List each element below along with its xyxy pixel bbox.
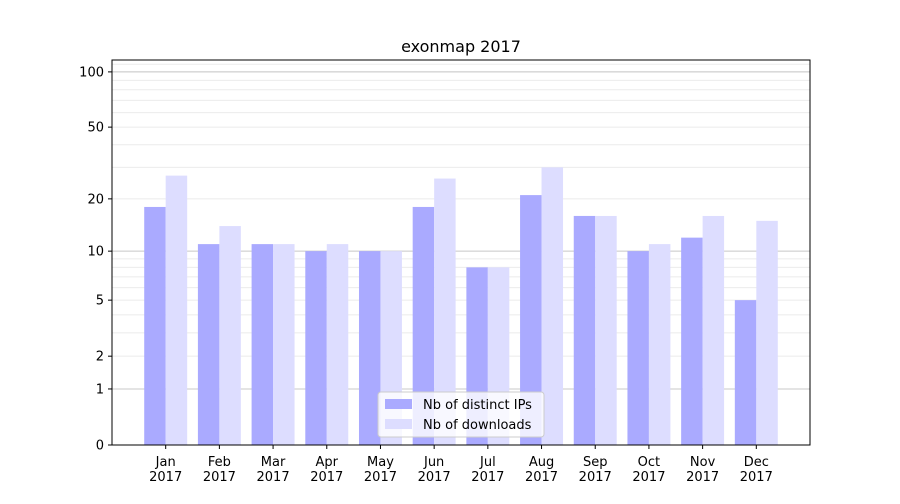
bar-downloads-3 xyxy=(326,244,349,445)
bar-ips-1 xyxy=(197,244,220,445)
bar-ips-8 xyxy=(573,215,596,445)
y-tick-label: 0 xyxy=(96,439,104,454)
axes-frame xyxy=(111,59,811,446)
bar-downloads-5 xyxy=(434,178,456,446)
bar-ips-9 xyxy=(627,251,649,445)
legend-swatch xyxy=(385,399,412,409)
x-tick-label: 2017 xyxy=(418,470,451,485)
bar-downloads-10 xyxy=(702,215,725,445)
x-tick-label: Apr xyxy=(316,455,339,470)
y-tick-label: 20 xyxy=(87,192,104,207)
x-tick-label: Oct xyxy=(638,455,660,470)
bar-ips-0 xyxy=(144,206,166,445)
y-tick-label: 5 xyxy=(96,294,104,309)
x-tick-label: Nov xyxy=(690,455,716,470)
y-tick-label: 50 xyxy=(87,121,104,136)
x-tick-label: 2017 xyxy=(632,470,665,485)
bar-ips-4 xyxy=(358,251,381,445)
x-tick-label: 2017 xyxy=(740,470,773,485)
x-tick-label: 2017 xyxy=(310,470,343,485)
bar-ips-5 xyxy=(412,206,435,445)
x-tick-label: 2017 xyxy=(525,470,558,485)
legend-swatch xyxy=(385,419,412,429)
x-tick-label: 2017 xyxy=(203,470,236,485)
legend-label: Nb of downloads xyxy=(423,418,532,433)
bar-downloads-0 xyxy=(165,175,188,445)
bar-ips-3 xyxy=(305,251,327,445)
bar-downloads-11 xyxy=(756,220,778,445)
legend-label: Nb of distinct IPs xyxy=(423,398,532,413)
x-tick-label: Jun xyxy=(423,455,444,470)
bar-downloads-2 xyxy=(273,244,295,445)
x-tick-label: Feb xyxy=(208,455,231,470)
x-tick-label: Sep xyxy=(583,455,608,470)
x-tick-label: 2017 xyxy=(149,470,182,485)
y-tick-label: 1 xyxy=(96,382,104,397)
x-tick-label: Jan xyxy=(155,455,176,470)
chart-title: exonmap 2017 xyxy=(401,37,521,56)
bar-downloads-1 xyxy=(219,226,241,445)
x-tick-label: Dec xyxy=(744,455,769,470)
bar-ips-10 xyxy=(681,237,703,445)
x-tick-label: 2017 xyxy=(686,470,719,485)
x-tick-label: Mar xyxy=(261,455,286,470)
bar-ips-7 xyxy=(520,195,542,445)
bar-ips-2 xyxy=(251,244,274,445)
bar-downloads-8 xyxy=(595,215,617,445)
x-tick-label: Aug xyxy=(529,455,554,470)
bar-ips-11 xyxy=(734,300,757,445)
x-tick-label: Jul xyxy=(479,455,496,470)
x-tick-label: May xyxy=(367,455,394,470)
y-tick-label: 10 xyxy=(87,245,104,260)
legend-box xyxy=(377,391,545,438)
bar-downloads-7 xyxy=(541,167,564,446)
y-tick-label: 2 xyxy=(96,350,104,365)
y-tick-label: 100 xyxy=(79,65,104,80)
x-tick-label: 2017 xyxy=(579,470,612,485)
x-tick-label: 2017 xyxy=(471,470,504,485)
x-tick-label: 2017 xyxy=(364,470,397,485)
x-tick-label: 2017 xyxy=(257,470,290,485)
bar-downloads-9 xyxy=(648,244,671,445)
